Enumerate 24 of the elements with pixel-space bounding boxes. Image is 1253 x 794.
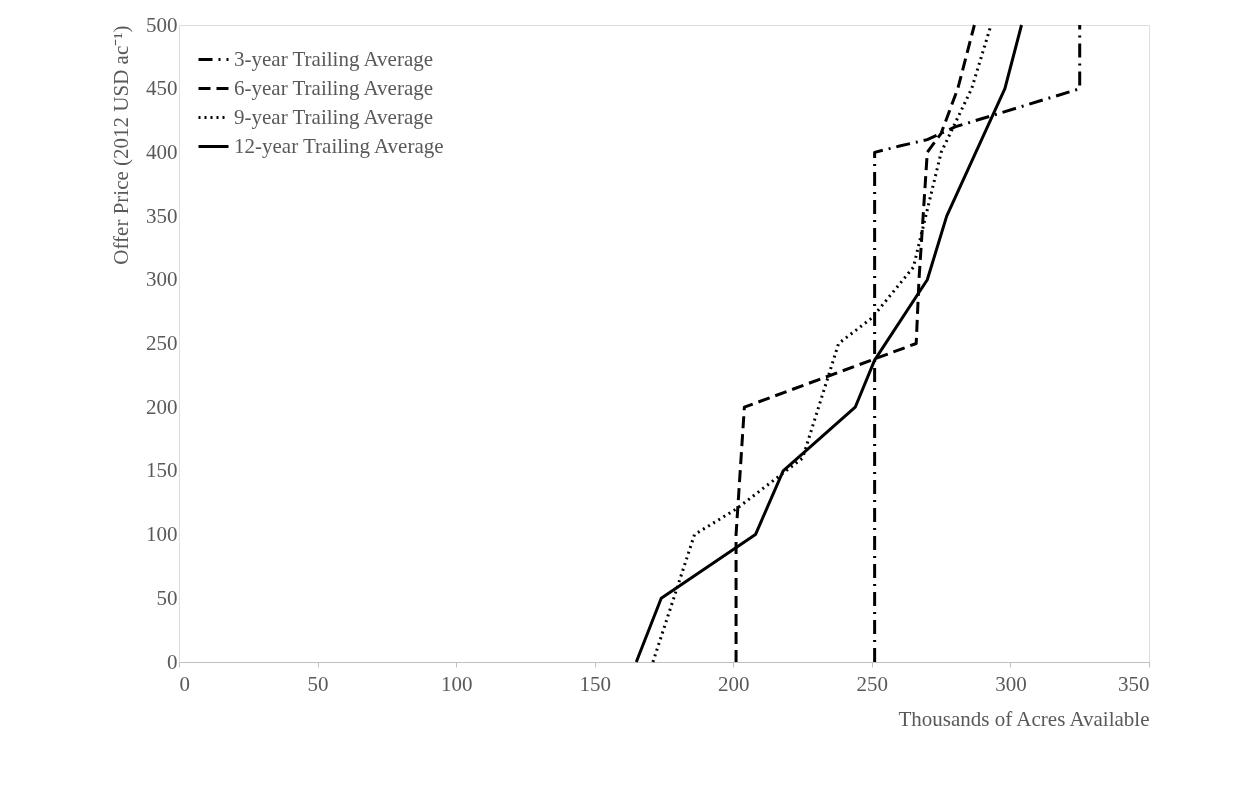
legend-label: 3-year Trailing Average bbox=[234, 46, 434, 71]
x-tick-label: 350 bbox=[1118, 671, 1150, 696]
y-tick-label: 400 bbox=[146, 139, 178, 164]
x-tick-label: 50 bbox=[307, 671, 329, 696]
x-tick-label: 200 bbox=[718, 671, 750, 696]
y-tick-label: 0 bbox=[167, 649, 178, 674]
x-tick-label: 300 bbox=[995, 671, 1027, 696]
y-tick-label: 150 bbox=[146, 458, 178, 483]
y-tick-label: 500 bbox=[146, 12, 178, 37]
y-tick-label: 450 bbox=[146, 76, 178, 101]
legend-label: 9-year Trailing Average bbox=[234, 104, 434, 129]
y-axis-title: Offer Price (2012 USD ac⁻¹) bbox=[109, 25, 133, 265]
x-tick-label: 250 bbox=[856, 671, 889, 696]
legend-label: 12-year Trailing Average bbox=[234, 133, 444, 158]
y-tick-label: 300 bbox=[146, 267, 178, 292]
y-tick-label: 350 bbox=[146, 203, 178, 228]
x-tick-label: 100 bbox=[440, 671, 473, 696]
x-tick-label: 150 bbox=[579, 671, 611, 696]
y-tick-label: 250 bbox=[146, 331, 178, 355]
x-axis-title: Thousands of Acres Available bbox=[898, 706, 1150, 731]
legend-label: 6-year Trailing Average bbox=[234, 75, 434, 100]
y-tick-label: 50 bbox=[156, 585, 178, 610]
y-tick-label: 100 bbox=[146, 522, 178, 547]
y-tick-label: 200 bbox=[146, 394, 178, 419]
